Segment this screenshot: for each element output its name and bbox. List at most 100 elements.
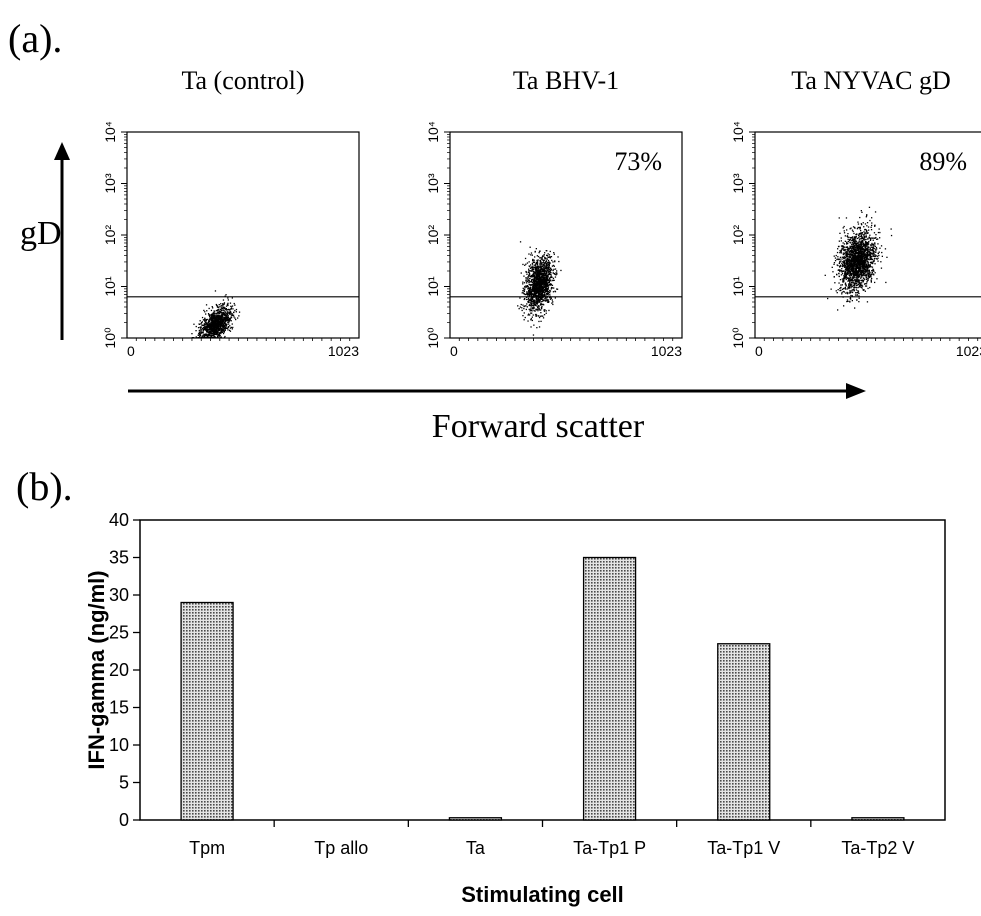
event-dot [558,260,560,263]
event-dot [853,284,856,286]
event-dot [213,313,216,315]
event-dot [539,277,541,279]
event-dot [204,327,206,329]
event-dot [849,277,851,279]
event-dot [536,265,539,267]
event-dot [840,286,842,289]
event-dot [206,324,209,326]
event-dot [540,277,542,280]
event-dot [840,245,843,247]
event-dot [856,299,858,301]
event-dot [556,288,558,290]
y-tick-label: 0 [119,810,129,830]
event-dot [528,295,530,297]
event-dot [546,293,549,296]
event-dot [530,294,533,296]
event-dot [857,248,859,251]
event-dot [539,265,541,267]
event-dot [851,264,854,266]
event-dot [221,316,224,318]
bar [448,817,503,821]
event-dot [210,322,212,324]
event-dot [853,265,856,267]
event-dot [224,295,226,297]
event-dot [532,263,534,265]
event-dot [229,310,231,312]
event-dot [842,247,845,249]
event-dot [840,237,842,239]
event-dot [547,268,549,270]
event-dot [220,319,222,321]
event-dot [526,273,528,275]
event-dot [857,245,859,247]
event-dot [223,337,226,339]
event-dot [857,254,859,256]
event-dot [543,271,545,273]
event-dot [525,296,528,298]
event-dot [857,273,859,276]
event-dot [868,241,870,243]
event-dot [844,274,846,276]
event-dot [536,262,538,265]
event-dot [206,318,208,321]
event-dot [852,274,855,276]
event-dot [845,277,847,279]
event-dot [870,279,872,281]
event-dot [853,284,855,287]
event-dot [537,302,539,304]
event-dot [854,279,856,281]
event-dot [849,254,851,257]
event-dot [544,257,546,259]
event-dot [853,240,855,243]
event-dot [532,314,534,316]
event-dot [855,263,858,265]
event-dot [528,299,531,301]
event-dot [553,273,555,275]
event-dot [550,256,553,258]
event-dot [549,296,551,299]
event-dot [210,337,212,339]
event-dot [221,331,223,333]
event-dot [211,329,213,331]
event-dot [531,304,533,306]
event-dot [220,303,222,305]
event-dot [856,241,858,243]
event-dot [531,296,533,298]
x-axis-label: Stimulating cell [461,882,624,907]
event-dot [867,226,870,228]
event-dot [212,320,215,322]
event-dot [539,294,541,296]
event-dot [852,251,854,253]
event-dot [548,261,550,263]
event-dot [862,273,865,276]
event-dot [850,265,852,267]
event-dot [212,337,214,339]
event-dot [855,243,858,245]
event-dot [550,267,552,270]
event-dot [840,252,842,254]
event-dot [202,329,204,331]
event-dot [544,270,546,272]
event-dot [875,234,877,236]
event-dot [536,297,538,299]
event-dot [224,323,227,325]
event-dot [533,274,535,277]
event-dot [861,284,863,286]
event-dot [540,308,543,310]
event-dot [535,262,537,265]
event-dot [541,292,543,295]
event-dot [540,272,542,274]
event-dot [535,273,537,275]
event-dot [217,337,219,339]
event-dot [226,327,228,329]
event-dot [206,326,208,328]
event-dot [532,288,534,290]
event-dot [858,282,860,284]
event-dot [218,319,220,321]
event-dot [856,257,858,259]
event-dot [846,253,848,255]
event-dot [550,280,552,282]
event-dot [847,268,849,270]
event-dot [851,289,853,291]
event-dot [852,273,854,275]
